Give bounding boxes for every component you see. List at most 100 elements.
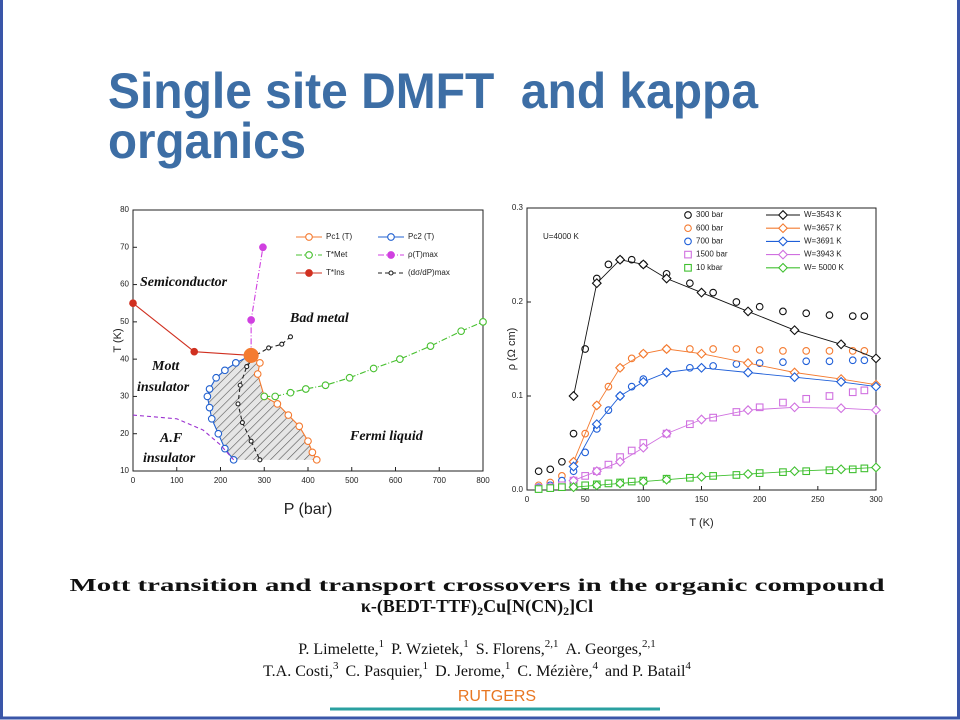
legend-label: T*Met <box>326 250 348 259</box>
x-tick-label: 400 <box>301 476 315 485</box>
marker <box>661 428 672 439</box>
marker <box>253 370 262 378</box>
y-tick-label: 30 <box>120 392 129 401</box>
marker <box>696 362 707 373</box>
formula-part: ]Cl <box>569 596 593 616</box>
marker <box>789 466 800 477</box>
x-axis-label: P (bar) <box>284 501 333 518</box>
marker <box>825 347 834 355</box>
marker <box>870 405 882 416</box>
y-tick-label: 60 <box>120 280 129 289</box>
marker <box>779 307 787 316</box>
x-tick-label: 200 <box>753 495 767 504</box>
series-line <box>250 354 318 461</box>
affiliation: 3 <box>333 660 339 672</box>
marker <box>457 327 465 336</box>
legend-label: (dσ/dP)max <box>408 268 450 277</box>
y-tick-label: 0.3 <box>512 203 524 212</box>
y-tick-label: 0.1 <box>512 391 524 400</box>
marker <box>870 462 882 473</box>
affiliation: 2,1 <box>642 638 656 650</box>
marker <box>848 465 857 474</box>
marker <box>870 381 882 392</box>
affiliation: 1 <box>463 638 469 650</box>
series-line <box>573 367 877 467</box>
marker <box>661 343 672 355</box>
marker <box>479 318 487 326</box>
marker <box>604 460 613 469</box>
y-tick-label: 0.0 <box>512 485 524 494</box>
marker <box>742 405 754 416</box>
marker <box>604 260 613 269</box>
legend-marker <box>777 223 789 234</box>
marker <box>661 273 672 284</box>
marker <box>686 345 694 353</box>
y-tick-label: 0.2 <box>512 297 524 306</box>
marker <box>614 362 626 373</box>
x-tick-label: 600 <box>389 476 403 485</box>
marker <box>696 348 707 359</box>
paper-formula: κ-(BEDT-TTF)2Cu[N(CN)2]Cl <box>361 596 593 618</box>
marker <box>212 373 220 382</box>
marker <box>247 316 255 324</box>
affiliation: 2,1 <box>545 638 559 650</box>
marker <box>627 446 636 455</box>
marker <box>345 373 354 382</box>
annotation: insulator <box>137 380 190 395</box>
author-name: D. Jerome, <box>435 663 505 680</box>
marker <box>239 419 245 426</box>
marker <box>732 345 741 353</box>
marker <box>696 287 707 298</box>
legend-marker <box>305 233 313 241</box>
coexistence-region <box>207 355 317 460</box>
y-axis-label: ρ (Ω cm) <box>506 328 518 371</box>
x-axis-label: T (K) <box>689 517 713 529</box>
legend-marker <box>684 263 692 272</box>
marker <box>591 480 602 491</box>
legend-marker <box>684 211 692 219</box>
marker <box>257 457 263 463</box>
paper-authors: T.A. Costi,3 C. Pasquier,1 D. Jerome,1 C. M… <box>263 660 691 680</box>
x-tick-label: 300 <box>869 495 883 504</box>
legend-label: Pc2 (T) <box>408 232 435 241</box>
marker <box>231 359 240 367</box>
marker <box>732 298 741 306</box>
series-line <box>573 406 877 482</box>
footer: RUTGERS <box>458 688 536 705</box>
marker <box>732 360 741 368</box>
marker <box>789 372 800 383</box>
marker <box>190 347 199 356</box>
x-tick-label: 250 <box>811 495 825 504</box>
marker <box>205 385 214 393</box>
x-tick-label: 200 <box>214 476 228 485</box>
marker <box>568 461 579 472</box>
marker <box>207 414 216 423</box>
marker <box>638 259 649 270</box>
marker <box>779 398 787 407</box>
marker <box>221 366 229 375</box>
marker <box>755 302 764 311</box>
marker <box>870 353 882 364</box>
marker <box>304 437 312 446</box>
y-axis-label: T (K) <box>112 328 124 352</box>
marker <box>558 483 566 492</box>
marker <box>836 339 847 350</box>
marker <box>546 465 555 474</box>
annotation: Mott <box>151 359 180 374</box>
author-name: C. Pasquier, <box>346 663 423 680</box>
legend-label: W=3657 K <box>804 223 842 232</box>
formula-part: Cu[N(CN) <box>483 596 563 617</box>
marker <box>836 403 847 414</box>
annotation: A.F <box>159 431 183 446</box>
marker <box>271 392 280 401</box>
x-tick-label: 500 <box>345 476 359 485</box>
legend-marker <box>777 262 789 273</box>
legend-label: 600 bar <box>696 223 723 232</box>
x-tick-label: 150 <box>695 495 709 504</box>
legend-marker <box>777 236 789 247</box>
marker <box>825 357 834 366</box>
affiliation: 4 <box>685 660 691 672</box>
slide-title: organics <box>108 113 306 169</box>
legend-label: 300 bar <box>696 210 723 219</box>
